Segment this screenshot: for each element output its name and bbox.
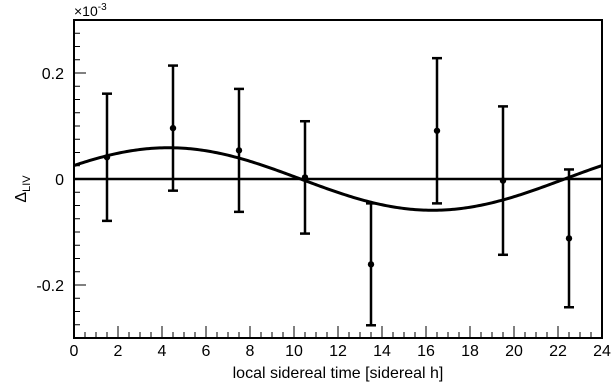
y-axis-label-sub: LIV <box>21 175 33 192</box>
y-axis-label-main: Δ <box>13 192 30 203</box>
y-tick-label: 0.2 <box>42 66 64 83</box>
y-tick-label: 0 <box>55 172 64 189</box>
fit-curve <box>73 146 603 212</box>
marker <box>433 127 441 134</box>
data-point <box>366 202 376 327</box>
y-axis-label: ΔLIV <box>13 175 33 203</box>
x-tick-label: 0 <box>70 343 79 360</box>
y-multiplier-exponent: -3 <box>98 2 107 13</box>
y-multiplier-base: ×10 <box>74 3 98 19</box>
data-point <box>564 168 574 309</box>
x-tick-label: 18 <box>461 343 479 360</box>
data-point <box>498 105 508 257</box>
marker <box>367 261 375 268</box>
x-tick-label: 24 <box>593 343 611 360</box>
marker <box>103 154 111 161</box>
x-tick-label: 6 <box>202 343 211 360</box>
x-tick-label: 8 <box>246 343 255 360</box>
x-tick-label: 2 <box>114 343 123 360</box>
marker <box>235 147 243 154</box>
marker <box>565 235 573 242</box>
x-tick-label: 10 <box>285 343 303 360</box>
data-point <box>102 92 112 223</box>
marker <box>499 177 507 184</box>
data-point <box>234 87 244 214</box>
data-point <box>432 56 442 205</box>
x-tick-label: 20 <box>505 343 523 360</box>
marker <box>169 124 177 132</box>
plot-frame <box>73 19 603 339</box>
axis-tick-labels: 0 2 4 6 8 10 12 14 16 18 20 22 240.20-0.2 <box>36 66 611 360</box>
x-tick-label: 12 <box>329 343 347 360</box>
marker <box>301 174 309 181</box>
data-point <box>300 119 310 235</box>
data-point <box>168 64 178 192</box>
y-tick-label: -0.2 <box>36 278 64 295</box>
x-tick-label: 14 <box>373 343 391 360</box>
x-tick-label: 4 <box>158 343 167 360</box>
data-points <box>102 56 574 327</box>
y-multiplier: ×10-3 <box>74 2 107 19</box>
x-axis-label: local sidereal time [sidereal h] <box>233 365 444 382</box>
x-tick-label: 16 <box>417 343 435 360</box>
fit-curve-group <box>73 146 603 212</box>
x-tick-label: 22 <box>549 343 567 360</box>
